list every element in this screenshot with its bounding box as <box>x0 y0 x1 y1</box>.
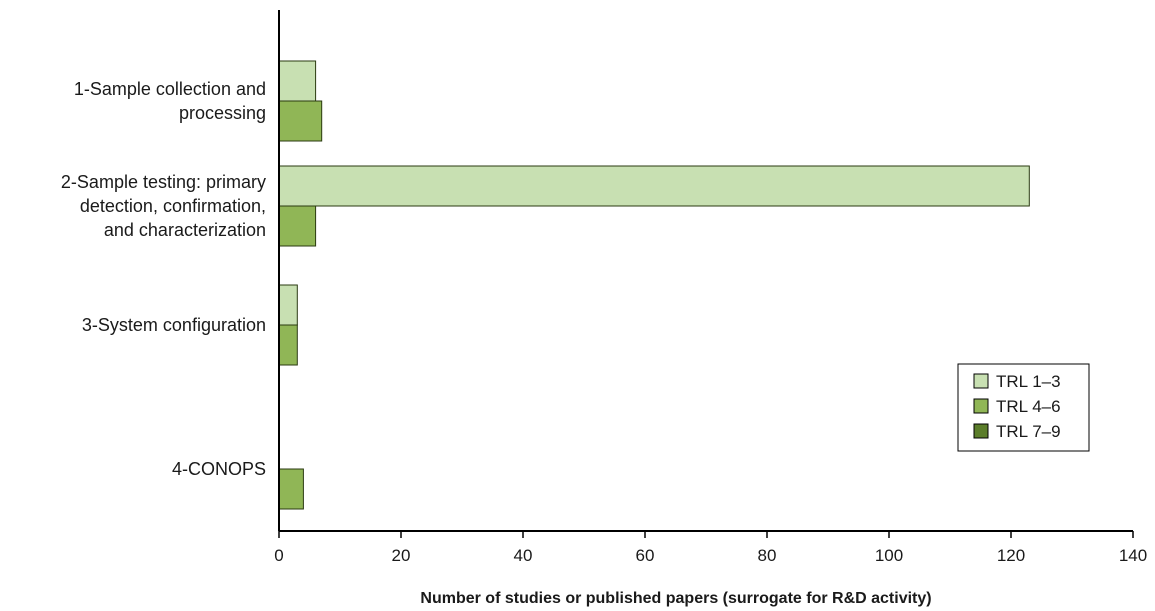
bar-1-series-2 <box>278 100 323 142</box>
bar-3-series-2 <box>278 324 298 366</box>
x-tick-label-4: 80 <box>758 546 777 565</box>
legend-label-2: TRL 4–6 <box>996 397 1061 416</box>
bar-4-series-2 <box>278 468 304 510</box>
x-tick-label-3: 60 <box>636 546 655 565</box>
legend-swatch-1 <box>973 373 989 389</box>
legend-swatch-3 <box>973 423 989 439</box>
legend-swatch-2 <box>973 398 989 414</box>
x-tick-label-7: 140 <box>1119 546 1147 565</box>
x-tick-label-5: 100 <box>875 546 903 565</box>
category-label-1-line-2: processing <box>179 103 266 123</box>
legend-label-3: TRL 7–9 <box>996 422 1061 441</box>
legend: TRL 1–3 TRL 4–6 TRL 7–9 <box>957 363 1090 452</box>
category-label-4-line-1: 4-CONOPS <box>172 459 266 479</box>
x-tick-label-1: 20 <box>392 546 411 565</box>
legend-label-1: TRL 1–3 <box>996 372 1061 391</box>
bars-group <box>278 60 1030 510</box>
bar-2-series-2 <box>278 205 317 247</box>
bar-1-series-1 <box>278 60 317 102</box>
category-label-2-line-1: 2-Sample testing: primary <box>61 172 266 192</box>
category-label-3-line-1: 3-System configuration <box>82 315 266 335</box>
category-label-2-line-2: detection, confirmation, <box>80 196 266 216</box>
category-label-2-line-3: and characterization <box>104 220 266 240</box>
axes <box>278 10 1133 532</box>
bar-2-series-1 <box>278 165 1030 207</box>
x-tick-label-0: 0 <box>274 546 283 565</box>
bar-3-series-1 <box>278 284 298 326</box>
x-tick-label-6: 120 <box>997 546 1025 565</box>
category-labels: 1-Sample collection and processing 2-Sampl… <box>61 79 266 479</box>
category-label-1-line-1: 1-Sample collection and <box>74 79 266 99</box>
x-axis-title: Number of studies or published papers (s… <box>420 590 931 607</box>
x-tick-label-2: 40 <box>514 546 533 565</box>
x-ticks: 0 20 40 60 80 100 120 140 <box>274 531 1147 565</box>
